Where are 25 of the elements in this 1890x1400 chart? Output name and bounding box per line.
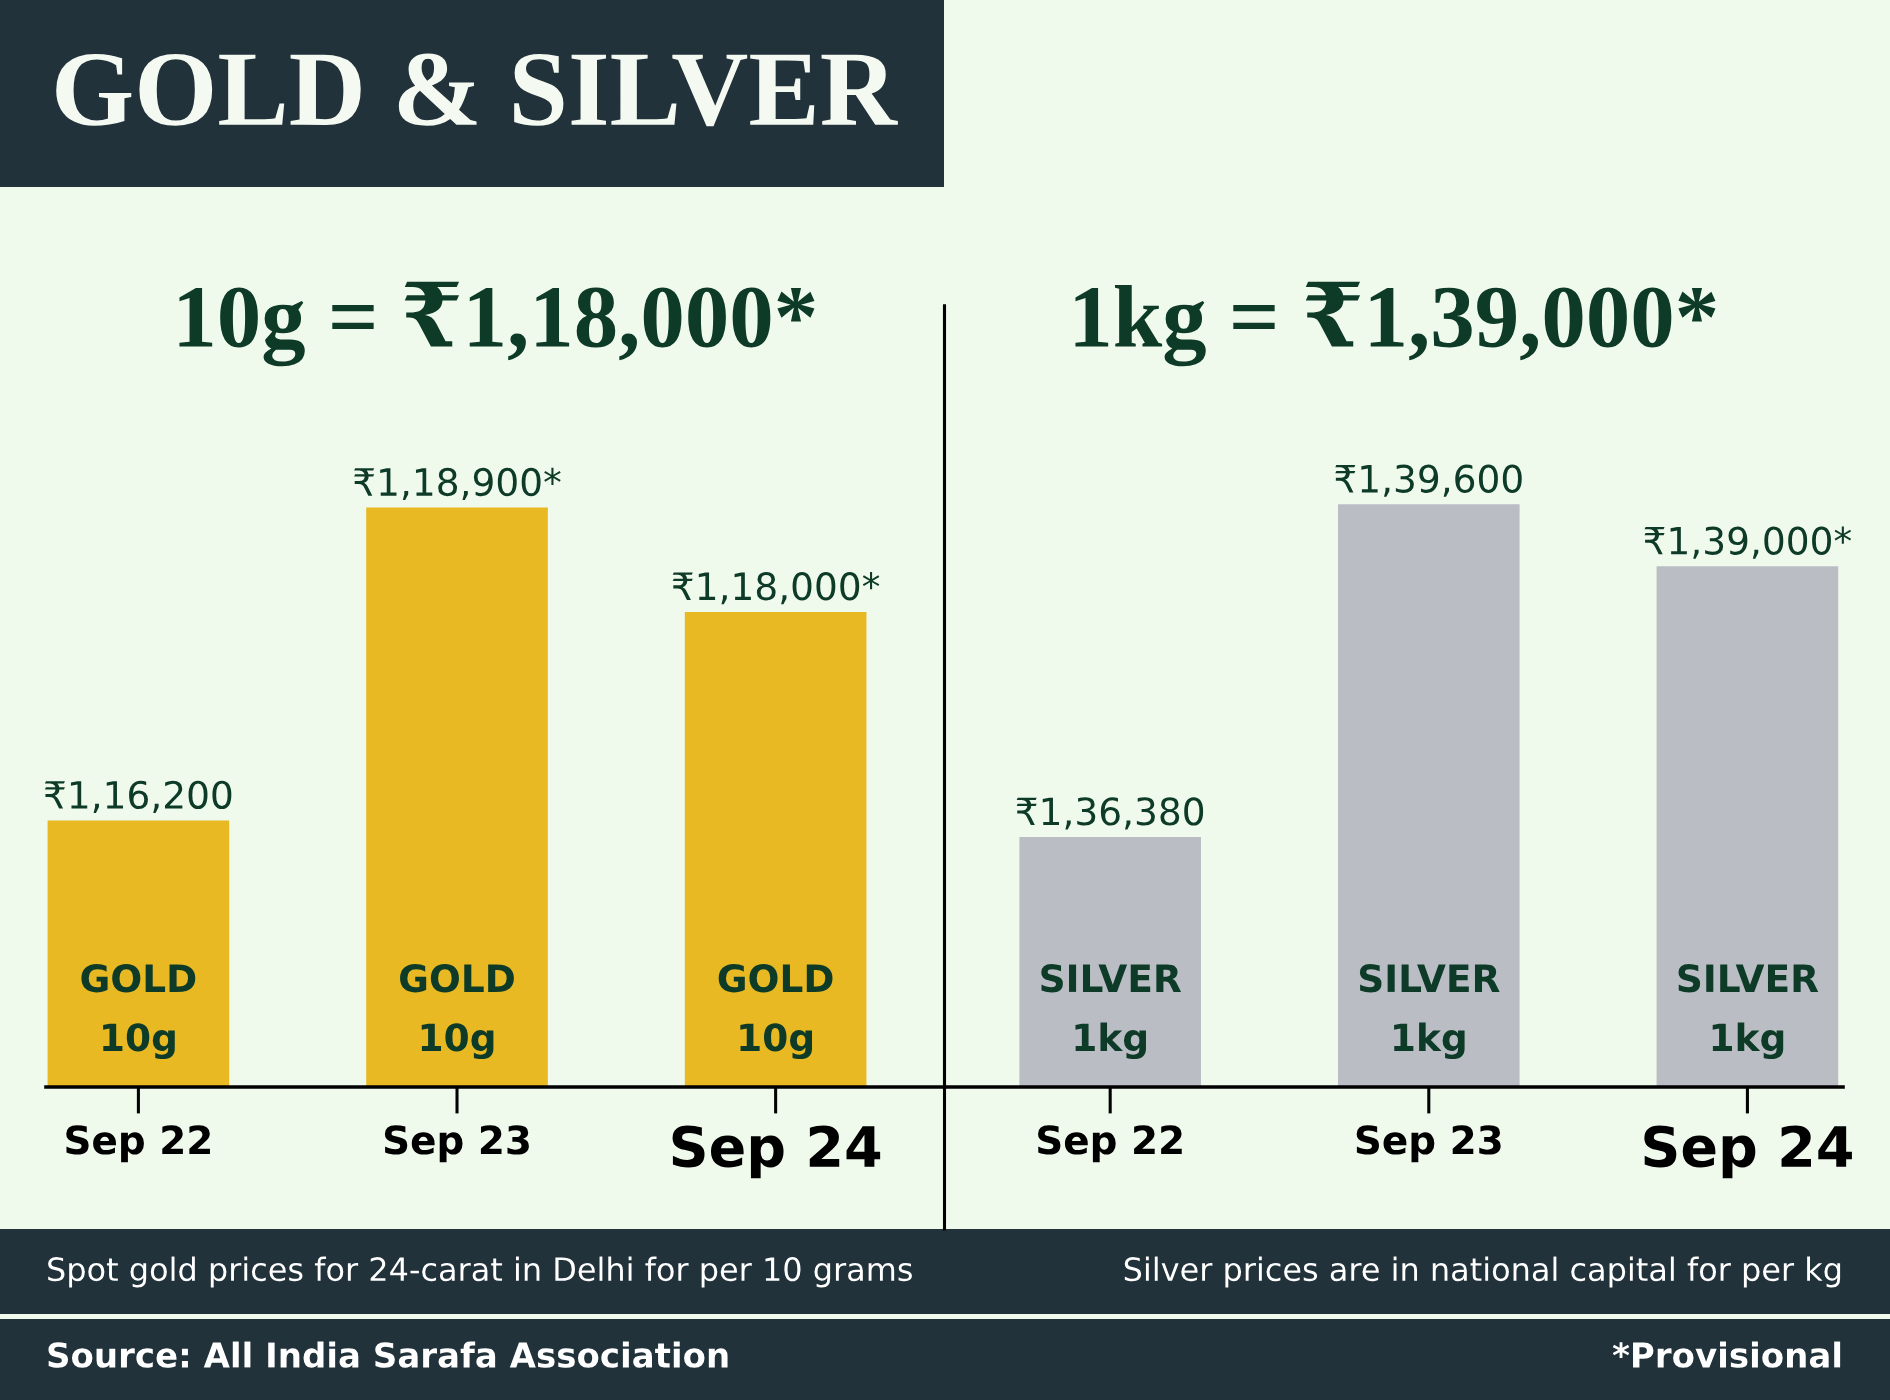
- text: Silver prices are in national capital for per kg: [1124, 1256, 1841, 1288]
- data-label: ₹1,36,380: [1016, 797, 1204, 830]
- series-label: GOLD 10g: [718, 964, 833, 1060]
- data-label: ₹1,18,900*: [354, 467, 561, 501]
- source-note: Source: All India Sarafa Association: [48, 1341, 728, 1368]
- text: SILVER 1kg: [1678, 964, 1819, 1060]
- x-tick-label: Sep 22: [1038, 1125, 1182, 1163]
- x-tick-label: Sep 24: [1644, 1125, 1852, 1179]
- chart-title: GOLD & SILVER: [56, 53, 898, 127]
- series-label: SILVER 1kg: [1359, 964, 1500, 1060]
- chart-subtitle: 10g = ₹1,18,000*: [179, 281, 815, 367]
- chart-subtitle: 1kg = ₹1,39,000*: [1075, 281, 1716, 367]
- x-tick-label: Sep 24: [672, 1125, 881, 1179]
- x-tick-label: Sep 23: [1356, 1125, 1501, 1163]
- text: GOLD 10g: [81, 964, 196, 1060]
- text: SILVER 1kg: [1041, 964, 1182, 1060]
- text: Spot gold prices for 24-carat in Delhi for per 10 grams: [48, 1256, 912, 1288]
- data-label: ₹1,39,600: [1335, 464, 1522, 497]
- data-label: ₹1,18,000*: [672, 572, 880, 605]
- data-label: ₹1,39,000*: [1644, 526, 1852, 559]
- text: GOLD 10g: [400, 964, 514, 1060]
- text: *Provisional: [1612, 1341, 1841, 1368]
- x-tick-label: Sep 23: [384, 1125, 529, 1163]
- data-label: ₹1,16,200: [44, 780, 232, 813]
- x-tick-label: Sep 22: [66, 1125, 210, 1163]
